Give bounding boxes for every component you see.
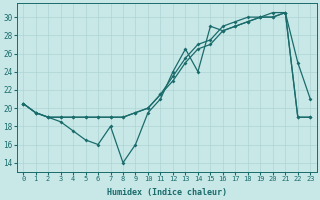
X-axis label: Humidex (Indice chaleur): Humidex (Indice chaleur): [107, 188, 227, 197]
